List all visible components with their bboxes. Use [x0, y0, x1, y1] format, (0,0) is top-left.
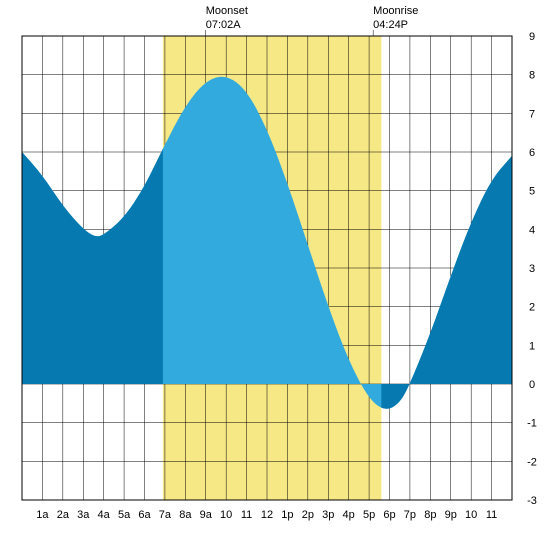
y-tick-label: -3 [527, 495, 537, 507]
y-tick-label: 7 [529, 108, 535, 120]
y-tick-label: 1 [529, 340, 535, 352]
x-tick-label: 4p [343, 509, 355, 521]
x-tick-label: 4a [98, 509, 111, 521]
x-tick-label: 8a [179, 509, 192, 521]
annotation-time: 07:02A [206, 19, 242, 31]
y-tick-label: 2 [529, 302, 535, 314]
x-tick-label: 5p [363, 509, 375, 521]
tide-chart: -3-2-101234567891a2a3a4a5a6a7a8a9a101112… [0, 0, 550, 550]
x-tick-label: 9p [445, 509, 457, 521]
y-tick-label: -2 [527, 456, 537, 468]
x-tick-label: 1p [281, 509, 293, 521]
annotation-title: Moonrise [373, 5, 418, 17]
x-tick-label: 10 [465, 509, 477, 521]
annotation-title: Moonset [206, 5, 248, 17]
y-tick-label: 5 [529, 186, 535, 198]
annotation-time: 04:24P [373, 19, 408, 31]
y-tick-label: 4 [529, 224, 535, 236]
x-tick-label: 11 [241, 509, 252, 521]
y-tick-label: 0 [529, 379, 535, 391]
x-tick-label: 8p [424, 509, 436, 521]
x-tick-label: 1a [36, 509, 49, 521]
y-tick-label: 8 [529, 70, 535, 82]
y-tick-label: 6 [529, 147, 535, 159]
x-tick-label: 12 [261, 509, 273, 521]
x-tick-label: 3p [322, 509, 334, 521]
y-tick-label: 9 [529, 31, 535, 43]
x-tick-label: 7p [404, 509, 416, 521]
y-tick-label: 3 [529, 263, 535, 275]
x-tick-label: 5a [118, 509, 131, 521]
x-tick-label: 3a [77, 509, 90, 521]
x-tick-label: 6a [138, 509, 151, 521]
x-tick-label: 2a [57, 509, 70, 521]
y-tick-label: -1 [527, 418, 537, 430]
x-tick-label: 10 [220, 509, 232, 521]
x-tick-label: 11 [486, 509, 497, 521]
x-tick-label: 9a [200, 509, 213, 521]
x-tick-label: 2p [302, 509, 314, 521]
x-tick-label: 7a [159, 509, 172, 521]
x-tick-label: 6p [383, 509, 395, 521]
